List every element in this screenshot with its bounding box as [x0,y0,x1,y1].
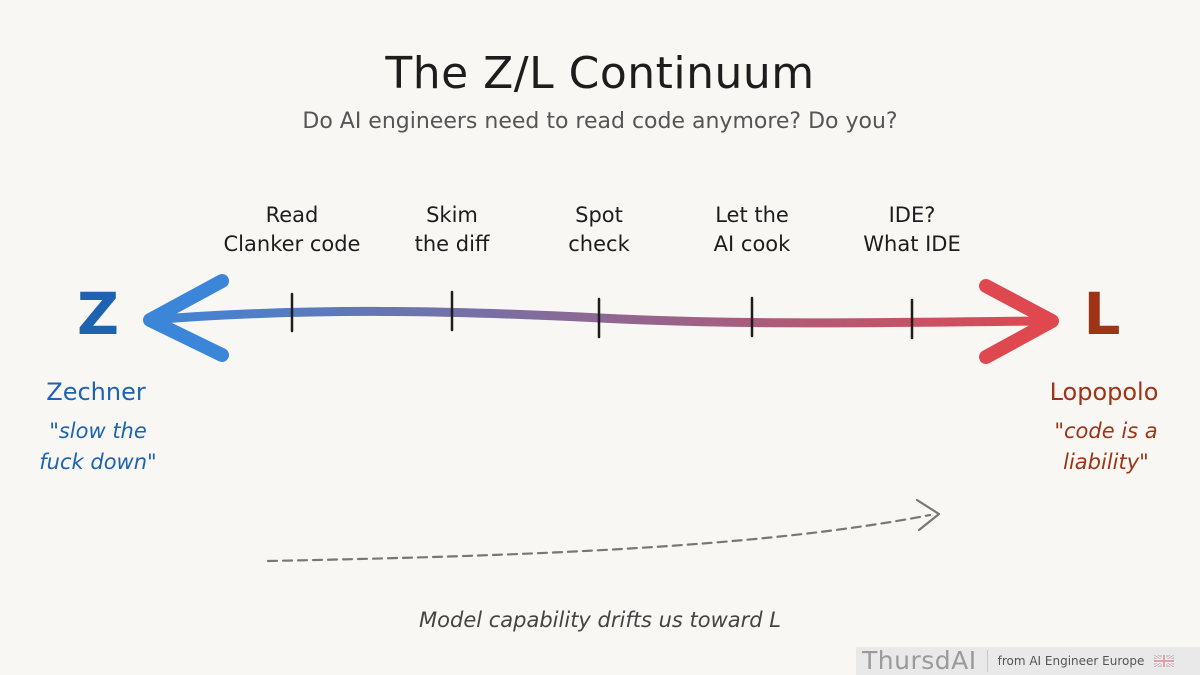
right-end: L Lopopolo "code is a liability" [1050,280,1159,474]
badge-divider [986,650,988,672]
drift-caption: Model capability drifts us toward L [419,608,781,632]
stage-label-1-line2: Clanker code [224,232,361,256]
drift-arrow-line [266,513,932,563]
stage-label-2-line1: Skim [426,203,478,227]
stage-label-4-line2: AI cook [714,232,791,256]
stage-label-5-line1: IDE? [889,203,936,227]
badge-source: from AI Engineer Europe [997,654,1145,668]
stage-label-4-line1: Let the [715,203,789,227]
left-end-quote-line1: "slow the [49,419,147,443]
page-title: The Z/L Continuum [384,48,814,99]
stage-label-5-line2: What IDE [863,232,960,256]
brand-logo: ThursdAI [862,647,977,675]
uk-flag-icon [1154,655,1175,667]
stage-labels: Read Clanker code Skim the diff Spot che… [224,203,961,256]
left-end-name: Zechner [46,378,146,406]
stage-label-3-line2: check [568,232,630,256]
stage-label-1-line1: Read [266,203,319,227]
drift-arrowhead-icon [915,498,941,532]
drift-arrow [266,498,941,563]
right-arrowhead-icon [979,279,1059,364]
left-arrowhead-icon [143,274,229,362]
right-end-quote-line2: liability" [1063,450,1149,474]
right-end-letter: L [1084,280,1121,348]
page-subtitle: Do AI engineers need to read code anymor… [302,109,897,134]
left-end-quote-line2: fuck down" [39,450,156,474]
stage-label-2-line2: the diff [415,232,490,256]
right-end-quote-line1: "code is a [1054,419,1157,443]
footer-badge: ThursdAI from AI Engineer Europe [856,647,1200,675]
stage-ticks [290,290,914,340]
left-end-letter: Z [77,280,119,348]
left-end: Z Zechner "slow the fuck down" [39,280,156,474]
continuum-arrow [143,274,1059,364]
stage-label-3-line1: Spot [575,203,623,227]
right-end-name: Lopopolo [1050,378,1159,406]
